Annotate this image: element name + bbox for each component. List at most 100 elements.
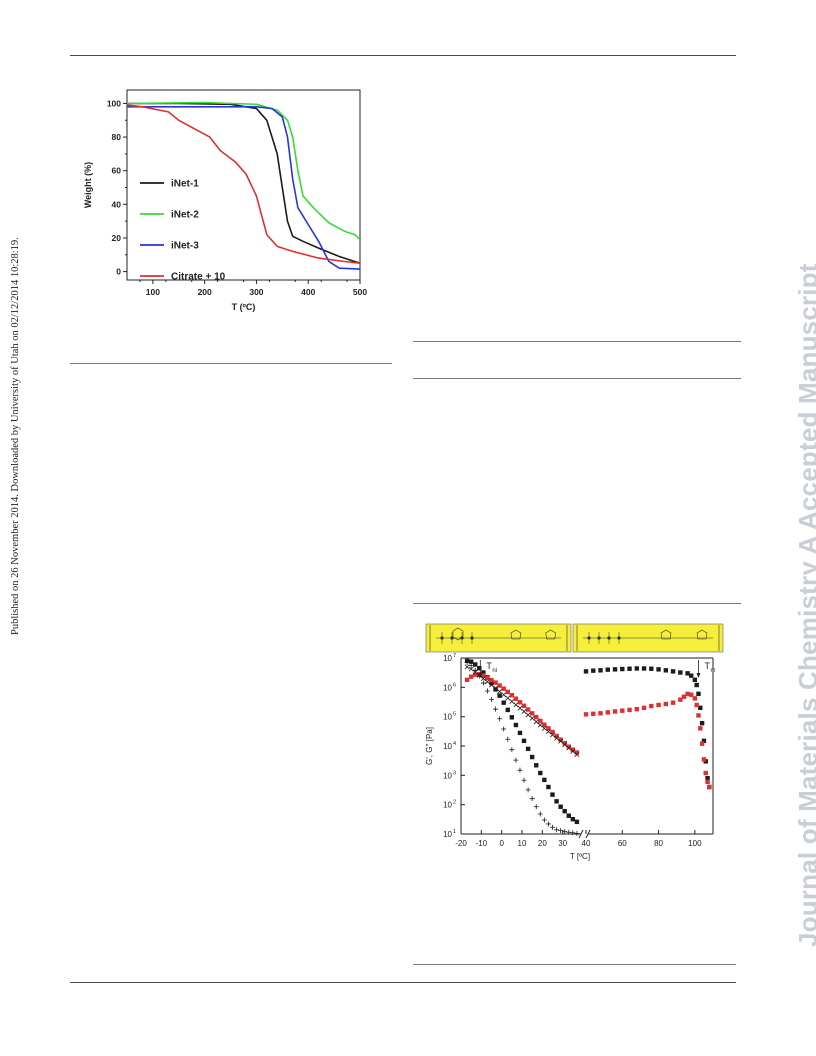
rheo-point-0-1-8: [497, 683, 502, 688]
rheo-point-0-0-22: [554, 799, 559, 804]
rheo-x-tick-label-0-5: 30: [558, 839, 567, 848]
rheo-point-0-2-6: [489, 697, 494, 703]
rheo-y-tick-label-1: 10: [443, 801, 452, 810]
rheo-y-tick-exponent-1: 2: [453, 800, 456, 806]
rheo-point-1-1-23: [703, 770, 708, 776]
rheo-axis-break-2: [585, 829, 591, 839]
tga-legend-label-0: iNet-1: [171, 179, 199, 190]
rheo-point-1-1-3: [605, 710, 610, 715]
rheo-point-0-0-24: [562, 808, 567, 814]
rheo-y-tick-label-3: 10: [443, 742, 452, 751]
rheo-point-0-0-21: [550, 792, 555, 797]
rheo-point-0-0-3: [477, 665, 482, 671]
rheo-point-1-0-8: [641, 666, 647, 671]
tm-label-subscript: m: [710, 668, 715, 674]
rheo-series-1-0: [583, 666, 712, 790]
rheo-point-0-3-6: [489, 682, 494, 688]
rheo-point-0-2-24: [562, 829, 568, 835]
rheo-point-0-3-14: [521, 709, 527, 714]
rheo-point-0-3-26: [570, 748, 576, 754]
rheo-series-0-2: [464, 660, 580, 836]
rheo-point-1-1-15: [685, 691, 690, 697]
tga-series-line-2: [127, 106, 360, 270]
rheo-point-0-2-11: [509, 747, 515, 753]
tga-legend-label-2: iNet-3: [171, 241, 199, 252]
tga-y-axis-label: Weight (%): [83, 162, 93, 208]
rheo-series-0-3: [464, 664, 580, 758]
rheo-point-0-2-5: [484, 688, 490, 694]
rheo-point-0-1-18: [538, 718, 543, 724]
rheo-point-0-2-15: [525, 787, 531, 793]
rheo-point-0-0-2: [473, 662, 478, 667]
rheo-point-0-0-13: [517, 730, 523, 736]
rheo-point-0-1-20: [546, 726, 551, 731]
rheo-series-0-1: [464, 672, 580, 755]
rheo-point-1-0-7: [634, 666, 639, 671]
rheo-point-0-0-7: [493, 687, 498, 692]
top-rule: [70, 55, 736, 56]
rheo-point-1-1-18: [694, 702, 699, 708]
rheo-point-1-0-16: [692, 677, 698, 683]
rheo-point-1-0-19: [698, 705, 703, 711]
rheo-point-0-1-27: [574, 750, 580, 755]
rheo-point-0-1-24: [562, 740, 567, 746]
rheo-point-1-1-6: [627, 707, 632, 713]
rheo-point-1-1-7: [634, 706, 639, 712]
rheo-x-tick-label-1-3: 100: [688, 839, 702, 848]
rheo-point-1-0-15: [689, 673, 694, 678]
rheo-point-0-0-19: [542, 777, 547, 783]
rheo-x-tick-label-0-1: -10: [476, 839, 488, 848]
rheo-point-0-1-25: [566, 744, 571, 749]
structure-benzene-ring: [452, 627, 464, 641]
rheo-point-1-0-10: [656, 667, 661, 672]
rheo-point-0-3-16: [529, 715, 535, 721]
rheo-point-1-0-0: [583, 669, 589, 674]
rheo-point-0-0-10: [505, 707, 510, 713]
rheo-point-0-1-26: [570, 747, 576, 752]
rheo-point-0-3-4: [480, 676, 486, 681]
rheo-x-tick-label-0-0: -20: [455, 839, 467, 848]
structure-ring-1-1: [696, 629, 708, 640]
bottom-rule: [70, 982, 736, 983]
rheo-point-1-1-11: [663, 701, 669, 707]
rheo-point-0-3-23: [558, 738, 564, 744]
rheo-point-0-1-5: [485, 675, 490, 681]
rheo-y-tick-label-2: 10: [443, 771, 452, 780]
rheo-point-1-0-13: [678, 670, 683, 675]
rheo-point-0-0-26: [570, 816, 576, 822]
rheo-point-0-1-7: [493, 680, 498, 685]
rheo-point-0-0-9: [501, 700, 506, 705]
tga-x-axis-label: T (ºC): [232, 302, 256, 312]
rheo-point-0-0-18: [538, 770, 543, 776]
rheo-point-0-1-22: [554, 733, 559, 739]
rheo-point-1-1-1: [591, 711, 596, 717]
rheo-point-0-2-7: [493, 706, 499, 712]
rheo-point-0-2-23: [558, 828, 564, 834]
rheo-point-1-1-8: [641, 705, 647, 711]
rheo-y-tick-exponent-6: 7: [453, 653, 456, 659]
rheo-x-tick-label-1-0: 40: [582, 839, 591, 848]
rheo-point-1-1-5: [620, 708, 625, 713]
rheo-point-1-0-6: [627, 666, 632, 671]
rheo-point-0-1-15: [525, 707, 531, 712]
rheo-point-1-0-3: [605, 667, 610, 672]
tga-y-tick-label-4: 80: [112, 132, 122, 142]
rheo-point-0-1-17: [534, 714, 539, 720]
tga-chart: 100 200 300 400 500 0 20 40 60 80 100 T (ºC) Weight …: [83, 89, 367, 312]
right-rule-4: [413, 964, 736, 965]
rheo-y-tick-exponent-2: 3: [453, 770, 456, 776]
rheo-point-0-2-10: [505, 736, 511, 742]
rheo-point-0-2-17: [533, 804, 539, 810]
publication-side-note-text: Published on 26 November 2014. Downloade…: [10, 237, 21, 635]
rheo-point-0-2-4: [480, 680, 486, 686]
rheo-point-1-0-9: [649, 666, 654, 671]
rheo-y-axis-label: G', G'' [Pa]: [425, 727, 434, 765]
rheo-point-0-1-4: [481, 673, 486, 678]
rheo-point-0-2-25: [566, 829, 572, 835]
rheo-y-tick-label-6: 10: [443, 654, 452, 663]
rheo-y-tick-exponent-5: 6: [453, 682, 456, 688]
rheo-point-0-3-17: [533, 719, 539, 725]
right-rule-1: [413, 341, 741, 342]
rheo-point-0-0-20: [546, 784, 551, 790]
